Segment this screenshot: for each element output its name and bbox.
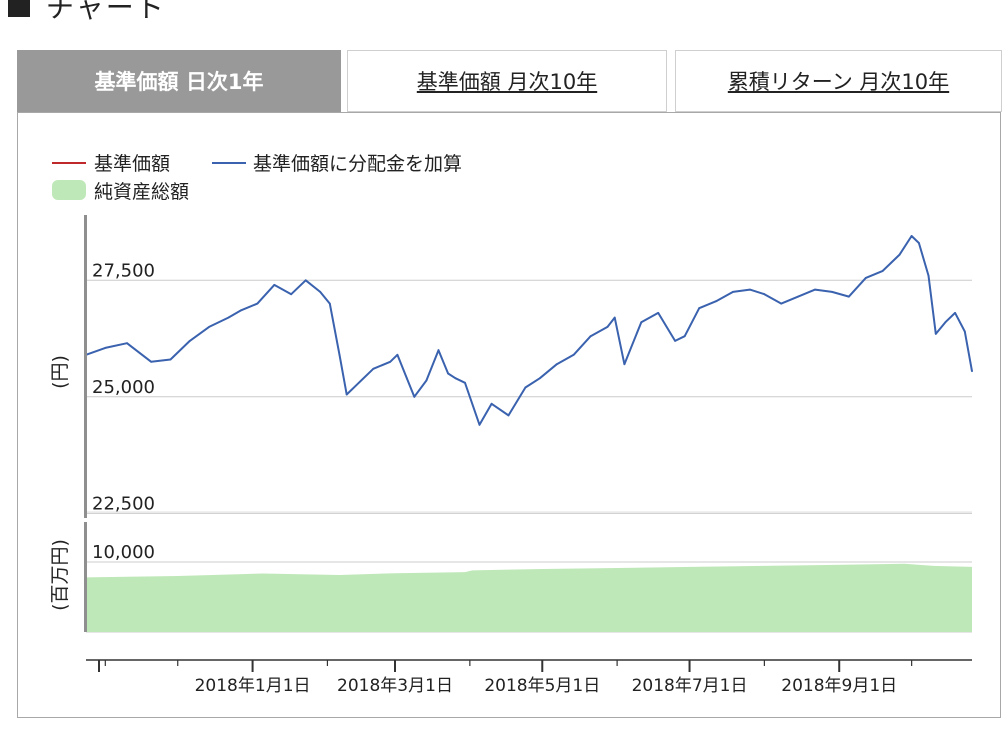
nav-data-point xyxy=(640,321,643,324)
nav-data-point xyxy=(338,353,341,356)
nav-data-point xyxy=(413,395,416,398)
nav-data-point xyxy=(389,360,392,363)
tab-cumulative-return-10y[interactable]: 累積リターン 月次10年 xyxy=(675,50,1002,112)
x-tick-label: 2018年3月1日 xyxy=(337,676,453,696)
nav-data-point xyxy=(814,288,816,291)
square-bullet-icon xyxy=(8,0,30,17)
nav-data-point xyxy=(507,414,510,417)
nav-data-point xyxy=(613,316,616,319)
nav-data-point xyxy=(848,295,850,298)
y-tick-label: 27,500 xyxy=(92,260,155,281)
legend-label-nav-with-dividends: 基準価額に分配金を加算 xyxy=(253,153,462,175)
nav-data-point xyxy=(490,402,493,405)
nav-data-point xyxy=(290,293,293,296)
net-assets-area xyxy=(86,563,972,632)
nav-data-point xyxy=(372,367,375,370)
nav-data-point xyxy=(273,284,276,286)
nav-data-point xyxy=(606,326,609,328)
nav-data-point xyxy=(345,393,348,396)
y-tick-label: 22,500 xyxy=(92,493,155,514)
nav-data-point xyxy=(898,253,901,256)
nav-data-point xyxy=(698,307,701,310)
chart-tabs: 基準価額 日次1年 基準価額 月次10年 累積リターン 月次10年 xyxy=(17,50,1002,114)
y-axis-bar xyxy=(84,215,87,518)
nav-data-point xyxy=(623,363,626,366)
nav-data-point xyxy=(918,242,920,244)
nav-data-point xyxy=(478,423,481,426)
nav-data-point xyxy=(715,300,717,303)
nav-data-point xyxy=(454,377,457,380)
nav-data-point xyxy=(464,381,466,384)
x-tick-label: 2018年9月1日 xyxy=(781,676,897,696)
nav-data-point xyxy=(208,326,211,328)
nav-data-point xyxy=(657,312,660,314)
nav-data-point xyxy=(126,342,128,345)
nav-data-point xyxy=(227,316,230,319)
legend-label-nav: 基準価額 xyxy=(94,153,170,175)
nav-data-point xyxy=(572,353,575,356)
y2-axis-title: (百万円) xyxy=(49,539,71,611)
tab-daily-1y[interactable]: 基準価額 日次1年 xyxy=(17,50,341,112)
nav-data-point xyxy=(674,340,676,342)
nav-data-point xyxy=(927,274,930,277)
nav-data-point xyxy=(749,288,751,291)
nav-data-point xyxy=(328,302,331,305)
x-tick-label: 2018年7月1日 xyxy=(632,676,748,696)
y-tick-label: 25,000 xyxy=(92,377,155,398)
nav-data-point xyxy=(437,349,440,352)
nav-data-point xyxy=(150,360,153,363)
nav-data-point xyxy=(963,330,966,333)
nav-data-point xyxy=(732,291,734,293)
y2-tick-label: 10,000 xyxy=(92,542,155,563)
nav-data-point xyxy=(831,291,833,293)
nav-data-point xyxy=(319,291,322,293)
nav-data-point xyxy=(763,293,766,296)
section-header: チャート xyxy=(0,0,166,26)
nav-data-point xyxy=(971,370,973,373)
nav-data-point xyxy=(797,295,800,298)
nav-data-point xyxy=(104,347,107,349)
tab-monthly-10y[interactable]: 基準価額 月次10年 xyxy=(347,50,667,112)
x-tick-label: 2018年1月1日 xyxy=(195,676,311,696)
nav-data-point xyxy=(589,335,592,338)
nav-data-point xyxy=(539,377,541,380)
nav-data-point xyxy=(239,309,242,312)
nav-data-point xyxy=(910,235,913,237)
y-axis-title: (円) xyxy=(49,355,71,389)
nav-data-point xyxy=(357,381,360,384)
nav-data-point xyxy=(555,363,558,366)
legend-swatch-net-assets xyxy=(52,180,86,200)
nav-data-point xyxy=(256,302,259,305)
nav-data-point xyxy=(447,372,449,375)
nav-data-point xyxy=(864,277,867,279)
nav-data-point xyxy=(954,312,956,314)
y2-axis-bar xyxy=(84,522,87,632)
nav-data-point xyxy=(425,379,428,382)
legend-label-net-assets: 純資産総額 xyxy=(94,181,189,203)
x-tick-label: 2018年5月1日 xyxy=(484,676,600,696)
nav-data-point xyxy=(944,321,947,324)
nav-data-point xyxy=(780,302,783,305)
nav-data-point xyxy=(683,335,686,338)
nav-data-point xyxy=(188,340,191,342)
nav-data-point xyxy=(169,358,172,361)
nav-data-point xyxy=(881,270,884,272)
section-title: チャート xyxy=(46,0,166,24)
nav-data-point xyxy=(524,386,527,389)
nav-data-point xyxy=(396,353,399,356)
nav-data-point xyxy=(934,333,937,335)
nav-data-point xyxy=(304,279,307,282)
